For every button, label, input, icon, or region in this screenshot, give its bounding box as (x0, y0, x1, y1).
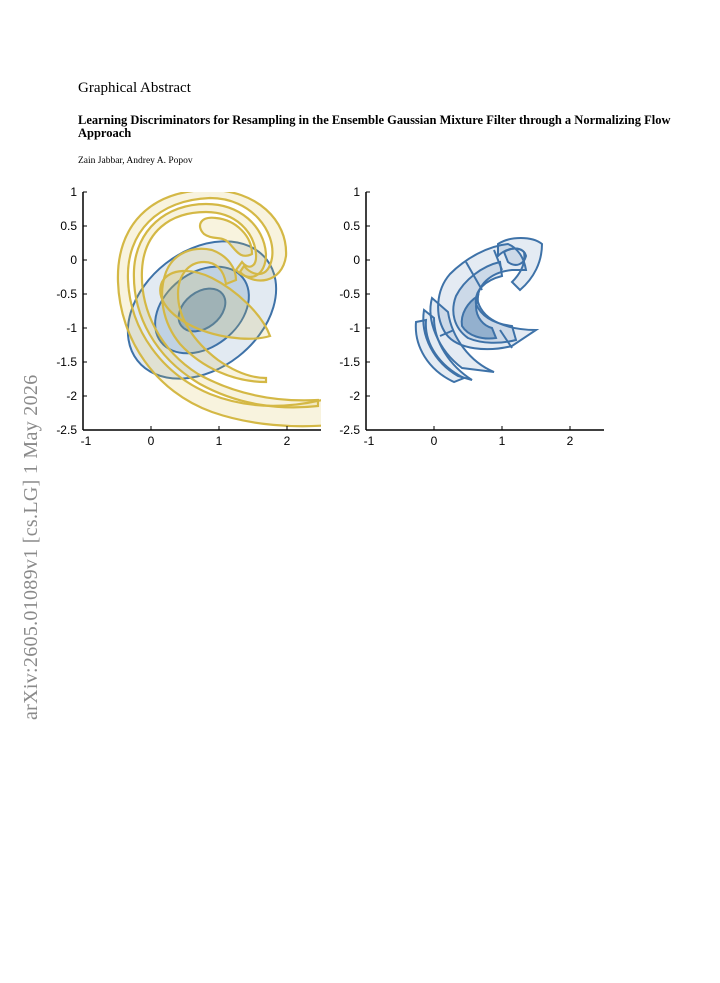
y-tick-label: 1 (70, 185, 77, 199)
y-tick-label: 0 (70, 253, 77, 267)
yellow-band-inner (160, 247, 268, 384)
paper-title: Learning Discriminators for Resampling i… (78, 113, 671, 140)
y-tick-label: -2.5 (339, 423, 360, 437)
x-tick-label: 0 (148, 434, 155, 448)
x-tick-label: -1 (364, 434, 375, 448)
left-yellow-spiral (116, 192, 321, 428)
y-tick-label: -1 (349, 321, 360, 335)
x-tick-label: 2 (284, 434, 291, 448)
graphical-abstract-heading: Graphical Abstract (78, 80, 191, 96)
y-tick-label: -2 (66, 389, 77, 403)
x-tick-label: -1 (81, 434, 92, 448)
blue-segment-divider (499, 329, 513, 349)
blue-ellipse-inner (177, 287, 227, 333)
right-axes (365, 192, 604, 431)
y-tick-label: 0.5 (343, 219, 360, 233)
y-tick-label: 0.5 (60, 219, 77, 233)
y-tick-label: -1 (66, 321, 77, 335)
left-y-tick-labels: 1 0.5 0 -0.5 -1 -1.5 -2 -2.5 (56, 185, 77, 437)
x-tick-label: 1 (499, 434, 506, 448)
yellow-lobe (159, 269, 272, 340)
y-tick-label: -0.5 (56, 287, 77, 301)
y-tick-label: -0.5 (339, 287, 360, 301)
yellow-inner-curl (198, 216, 254, 257)
y-tick-label: -2.5 (56, 423, 77, 437)
right-y-ticks (366, 191, 370, 397)
right-x-tick-labels: -1 0 1 2 (364, 434, 574, 448)
left-x-tick-labels: -1 0 1 2 (81, 434, 291, 448)
y-tick-label: -1.5 (339, 355, 360, 369)
left-y-ticks (83, 191, 87, 397)
yellow-band-outer (116, 192, 321, 428)
blue-segment-divider (439, 329, 455, 337)
x-tick-label: 1 (216, 434, 223, 448)
x-tick-label: 0 (431, 434, 438, 448)
paper-authors: Zain Jabbar, Andrey A. Popov (78, 156, 193, 166)
left-x-ticks (150, 426, 288, 430)
right-x-ticks (433, 426, 571, 430)
right-blue-bands (414, 237, 544, 384)
blue-crescent-inner (460, 293, 498, 340)
x-tick-label: 2 (567, 434, 574, 448)
yellow-band-middle (132, 202, 320, 409)
left-contour-plot: 1 0.5 0 -0.5 -1 -1.5 -2 -2.5 -1 0 1 2 (56, 185, 321, 448)
blue-segment-divider (465, 261, 483, 291)
y-tick-label: -1.5 (56, 355, 77, 369)
y-tick-label: 0 (353, 253, 360, 267)
blue-segment-divider (493, 249, 503, 271)
left-axes (82, 192, 321, 431)
y-tick-label: 1 (353, 185, 360, 199)
blue-hook-inner (502, 247, 528, 266)
y-tick-label: -2 (349, 389, 360, 403)
right-contour-plot: 1 0.5 0 -0.5 -1 -1.5 -2 -2.5 -1 0 1 2 (339, 185, 604, 448)
right-y-tick-labels: 1 0.5 0 -0.5 -1 -1.5 -2 -2.5 (339, 185, 360, 437)
blue-strip-3 (414, 318, 467, 384)
